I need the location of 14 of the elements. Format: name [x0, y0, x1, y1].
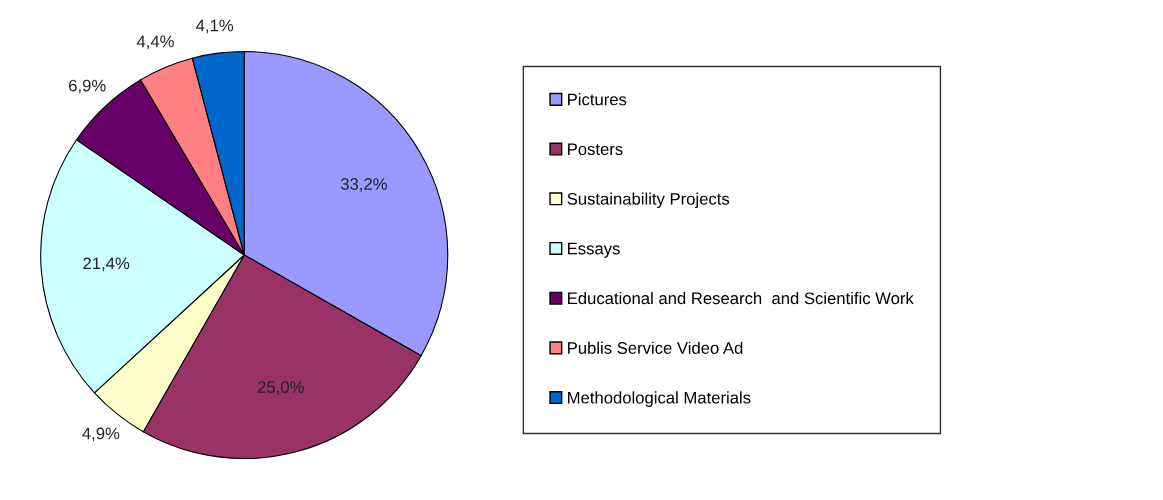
data-label: 4,4% — [136, 35, 174, 50]
legend-label: Pictures — [568, 93, 627, 106]
legend-label: Sustainability Projects — [567, 192, 730, 209]
legend-label: Educational and Research and Scientific Work — [568, 291, 914, 305]
legend-label: Posters — [568, 143, 623, 156]
data-label: 21,4% — [83, 257, 130, 272]
legend-label: Methodological Materials — [568, 391, 751, 407]
data-label: 33,2% — [340, 178, 387, 192]
data-label: 25,0% — [258, 381, 304, 395]
data-label: 6,9% — [69, 79, 106, 94]
legend-label: Essays — [568, 242, 620, 258]
data-label: 4,9% — [82, 427, 120, 442]
data-label: 4,1% — [196, 19, 234, 34]
legend-label: Publis Service Video Ad — [568, 341, 743, 354]
